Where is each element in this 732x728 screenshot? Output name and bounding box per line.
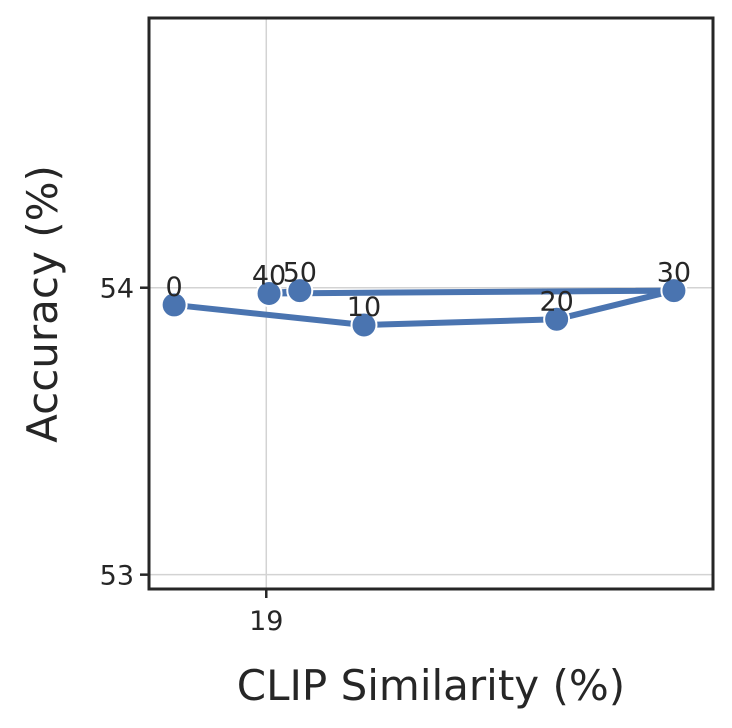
y-tick-label: 53 <box>100 561 134 592</box>
data-point <box>286 277 314 305</box>
data-series <box>160 277 688 339</box>
data-point <box>543 305 571 333</box>
data-point <box>350 311 378 339</box>
data-point-label: 30 <box>657 258 691 289</box>
y-axis-label: Accuracy (%) <box>18 165 67 443</box>
data-point-label: 40 <box>252 260 286 291</box>
y-tick-label: 54 <box>100 274 134 305</box>
data-point-label: 10 <box>347 292 381 323</box>
x-tick-label: 19 <box>249 606 283 637</box>
plot-frame <box>147 16 715 591</box>
data-point-label: 0 <box>166 272 183 303</box>
data-point <box>255 279 283 307</box>
data-point-label: 50 <box>283 258 317 289</box>
x-axis-label: CLIP Similarity (%) <box>237 661 625 710</box>
axis-ticks: 19 53 54 <box>100 274 284 637</box>
data-point <box>660 277 688 305</box>
data-point-label: 20 <box>539 286 573 317</box>
data-point <box>160 291 188 319</box>
